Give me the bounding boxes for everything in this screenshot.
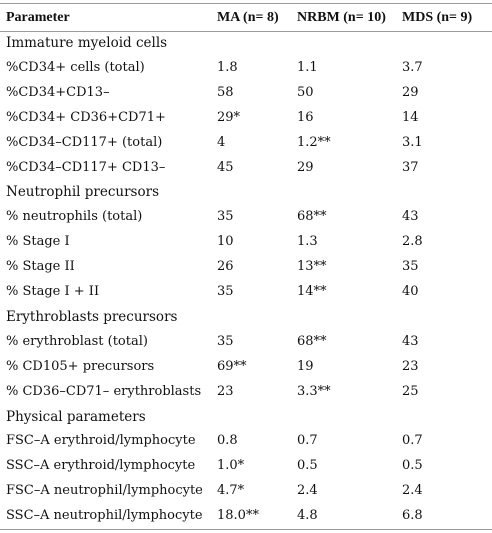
ma-value-cell: 58 [217,84,234,100]
nrbm-value-cell: 50 [297,84,314,100]
mds-value-cell: 37 [402,159,419,175]
mds-value-cell: 0.5 [402,458,423,474]
mds-value-cell: 3.1 [402,134,423,150]
table-row: % Stage I 10 1.3 2.8 [0,230,492,254]
header-parameter: Parameter [6,10,70,25]
parameter-cell: SSC–A neutrophil/lymphocyte [6,508,203,524]
table-header-row: Parameter MA (n= 8) NRBM (n= 10) MDS (n=… [0,6,492,30]
nrbm-value-cell: 14** [297,284,327,299]
ma-value-cell: 1.0* [217,458,245,474]
parameter-cell: % Stage II [6,259,75,275]
table-row: FSC–A neutrophil/lymphocyte 4.7* 2.4 2.4 [0,479,492,503]
parameter-cell: % neutrophils (total) [6,209,143,225]
table-row: %CD34+ CD36+CD71+ 29* 16 14 [0,106,492,130]
table-row: % Stage II 26 13** 35 [0,255,492,279]
ma-value-cell: 26 [217,259,234,275]
parameter-cell: % erythroblast (total) [6,333,148,349]
mds-value-cell: 3.7 [402,59,423,75]
nrbm-value-cell: 13** [297,259,327,275]
nrbm-value-cell: 2.4 [297,483,318,499]
section-label: Erythroblasts precursors [6,308,178,325]
nrbm-value-cell: 1.1 [297,59,318,75]
mds-value-cell: 25 [402,383,419,399]
parameter-cell: %CD34+ cells (total) [6,59,145,75]
ma-value-cell: 23 [217,383,234,399]
table-row: %CD34+CD13– 58 50 29 [0,81,492,105]
section-label: Physical parameters [6,408,146,425]
nrbm-value-cell: 0.5 [297,458,318,474]
parameter-cell: %CD34–CD117+ (total) [6,134,163,150]
parameter-cell: %CD34+ CD36+CD71+ [6,109,166,125]
nrbm-value-cell: 19 [297,358,314,374]
mds-value-cell: 2.8 [402,234,423,250]
ma-value-cell: 29* [217,109,241,125]
parameter-cell: SSC–A erythroid/lymphocyte [6,458,196,474]
table-row: % erythroblast (total) 35 68** 43 [0,330,492,354]
mds-value-cell: 43 [402,209,419,225]
table-row: % CD105+ precursors 69** 19 23 [0,355,492,379]
ma-value-cell: 4 [217,134,226,150]
mds-value-cell: 6.8 [402,508,423,524]
nrbm-value-cell: 16 [297,109,314,125]
mds-value-cell: 40 [402,284,419,299]
parameter-cell: % Stage I + II [6,284,100,299]
table-row: FSC–A erythroid/lymphocyte 0.8 0.7 0.7 [0,429,492,453]
section-label: Neutrophil precursors [6,184,159,201]
nrbm-value-cell: 0.7 [297,433,318,449]
table-row: % CD36–CD71– erythroblasts 23 3.3** 25 [0,380,492,404]
mds-value-cell: 35 [402,259,419,275]
mds-value-cell: 0.7 [402,433,423,449]
table-row: %CD34+ cells (total) 1.8 1.1 3.7 [0,56,492,80]
header-mds: MDS (n= 9) [402,10,473,25]
parameter-cell: %CD34–CD117+ CD13– [6,159,166,175]
nrbm-value-cell: 1.3 [297,234,318,250]
ma-value-cell: 1.8 [217,59,238,75]
header-nrbm: NRBM (n= 10) [297,10,386,25]
mds-value-cell: 14 [402,109,419,125]
mds-value-cell: 43 [402,333,419,349]
section-label: Immature myeloid cells [6,35,168,51]
ma-value-cell: 4.7* [217,483,245,499]
ma-value-cell: 0.8 [217,433,238,449]
section-row: Neutrophil precursors [0,180,492,204]
ma-value-cell: 35 [217,284,234,299]
parameter-cell: % CD36–CD71– erythroblasts [6,383,202,399]
table-row: SSC–A erythroid/lymphocyte 1.0* 0.5 0.5 [0,454,492,478]
parameter-cell: % Stage I [6,234,70,250]
ma-value-cell: 18.0** [217,508,259,524]
nrbm-value-cell: 68** [297,209,327,225]
parameter-cell: FSC–A neutrophil/lymphocyte [6,483,203,499]
table-row: SSC–A neutrophil/lymphocyte 18.0** 4.8 6.8 [0,504,492,528]
bottom-rule [0,529,492,530]
nrbm-value-cell: 3.3** [297,383,331,399]
header-ma: MA (n= 8) [217,10,279,25]
mds-value-cell: 29 [402,84,419,100]
ma-value-cell: 69** [217,358,247,374]
nrbm-value-cell: 4.8 [297,508,318,524]
ma-value-cell: 10 [217,234,234,250]
mds-value-cell: 2.4 [402,483,423,499]
parameter-cell: % CD105+ precursors [6,358,155,374]
nrbm-value-cell: 68** [297,333,327,349]
table-row: % neutrophils (total) 35 68** 43 [0,205,492,229]
ma-value-cell: 35 [217,333,234,349]
header-rule [0,31,492,32]
table-row: %CD34–CD117+ (total) 4 1.2** 3.1 [0,131,492,155]
section-row: Erythroblasts precursors [0,305,492,329]
table-row: % Stage I + II 35 14** 40 [0,280,492,304]
ma-value-cell: 45 [217,159,234,175]
section-row: Immature myeloid cells [0,31,492,55]
ma-value-cell: 35 [217,209,234,225]
mds-value-cell: 23 [402,358,419,374]
nrbm-value-cell: 29 [297,159,314,175]
parameter-cell: FSC–A erythroid/lymphocyte [6,433,196,449]
nrbm-value-cell: 1.2** [297,134,331,150]
table-row: %CD34–CD117+ CD13– 45 29 37 [0,156,492,180]
section-row: Physical parameters [0,405,492,429]
parameter-cell: %CD34+CD13– [6,84,110,100]
top-rule [0,3,492,4]
